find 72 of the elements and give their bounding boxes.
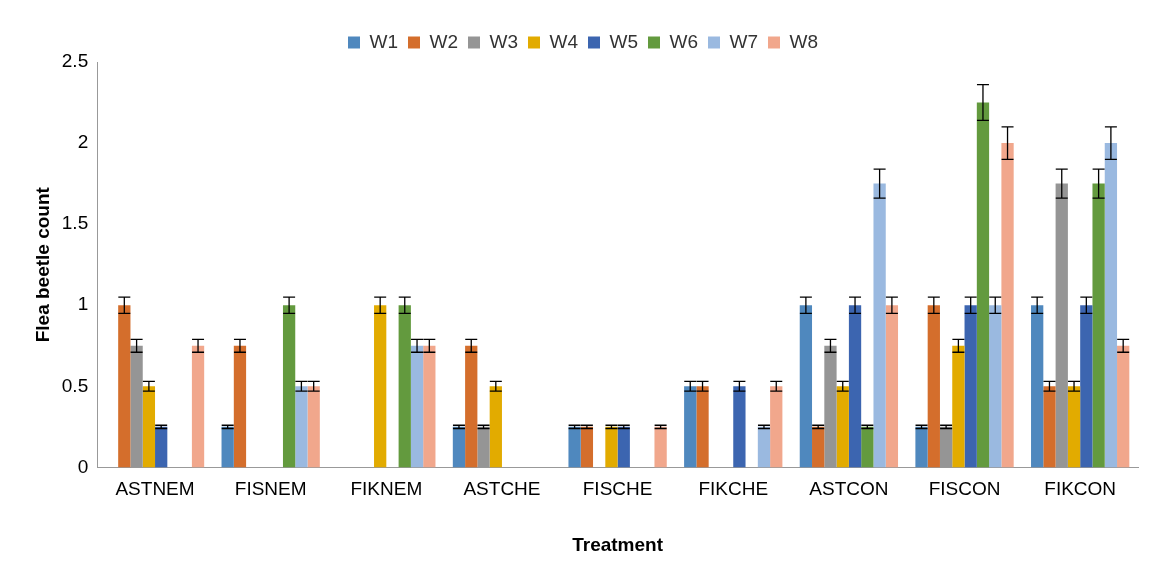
bar bbox=[374, 305, 387, 468]
bar bbox=[1117, 345, 1130, 468]
y-tick-label: 2.5 bbox=[61, 50, 89, 72]
bar bbox=[282, 305, 296, 468]
bar bbox=[580, 426, 594, 468]
x-tick-label: FIKCHE bbox=[698, 478, 769, 500]
bar bbox=[1031, 305, 1044, 468]
x-axis-title: Treatment bbox=[572, 533, 664, 555]
x-tick-label: FISCHE bbox=[582, 478, 653, 500]
x-tick-label: FIKNEM bbox=[350, 478, 423, 500]
bar bbox=[568, 426, 581, 468]
bar bbox=[452, 426, 466, 468]
bar bbox=[118, 305, 131, 468]
bar bbox=[885, 305, 899, 468]
legend-label: W2 bbox=[429, 30, 458, 52]
y-tick-label: 0 bbox=[77, 455, 89, 477]
bar bbox=[617, 426, 630, 468]
y-tick-label: 1 bbox=[77, 293, 89, 315]
legend-label: W8 bbox=[789, 30, 818, 52]
bar bbox=[812, 426, 825, 468]
bar bbox=[915, 426, 928, 468]
bar bbox=[1043, 386, 1056, 468]
bar bbox=[733, 386, 746, 468]
legend-label: W7 bbox=[729, 30, 758, 52]
bar bbox=[927, 305, 940, 468]
bar bbox=[465, 345, 478, 468]
bar bbox=[654, 426, 667, 468]
bar bbox=[233, 345, 247, 468]
legend-label: W5 bbox=[609, 30, 638, 52]
bar bbox=[861, 426, 874, 468]
y-tick-label: 2 bbox=[77, 131, 89, 153]
x-tick-label: ASTCON bbox=[809, 478, 889, 500]
bar bbox=[848, 305, 862, 468]
bar bbox=[836, 386, 849, 468]
bar bbox=[799, 305, 813, 468]
bar bbox=[757, 426, 771, 468]
bar bbox=[1001, 143, 1014, 468]
bar bbox=[873, 183, 886, 468]
y-tick-label: 0.5 bbox=[61, 374, 89, 396]
bar bbox=[423, 345, 436, 468]
bar bbox=[684, 386, 697, 468]
bar bbox=[1104, 143, 1118, 468]
bar bbox=[142, 386, 156, 468]
bar bbox=[964, 305, 977, 468]
bar bbox=[989, 305, 1002, 468]
bar bbox=[770, 386, 783, 468]
y-tick-label: 1.5 bbox=[61, 212, 89, 234]
bar bbox=[307, 386, 320, 468]
bar bbox=[398, 305, 411, 468]
x-tick-label: FISNEM bbox=[234, 478, 307, 500]
x-tick-label: FISCON bbox=[928, 478, 1001, 500]
bar bbox=[696, 386, 709, 468]
bar bbox=[1067, 386, 1081, 468]
bar bbox=[1092, 183, 1105, 468]
legend-label: W1 bbox=[369, 30, 398, 52]
x-tick-label: ASTCHE bbox=[463, 478, 541, 500]
bar bbox=[155, 426, 168, 468]
y-axis-title: Flea beetle count bbox=[31, 186, 53, 343]
bar bbox=[489, 386, 502, 468]
legend-label: W3 bbox=[489, 30, 518, 52]
bar bbox=[221, 426, 234, 468]
bar bbox=[191, 345, 205, 468]
x-tick-label: ASTNEM bbox=[115, 478, 195, 500]
legend-label: W4 bbox=[549, 30, 579, 52]
bar bbox=[605, 426, 618, 468]
x-tick-label: FIKCON bbox=[1044, 478, 1117, 500]
bar bbox=[976, 102, 990, 468]
bar bbox=[410, 345, 424, 468]
bar bbox=[1080, 305, 1093, 468]
bar bbox=[952, 345, 965, 468]
legend-label: W6 bbox=[669, 30, 698, 52]
bar bbox=[295, 386, 308, 468]
